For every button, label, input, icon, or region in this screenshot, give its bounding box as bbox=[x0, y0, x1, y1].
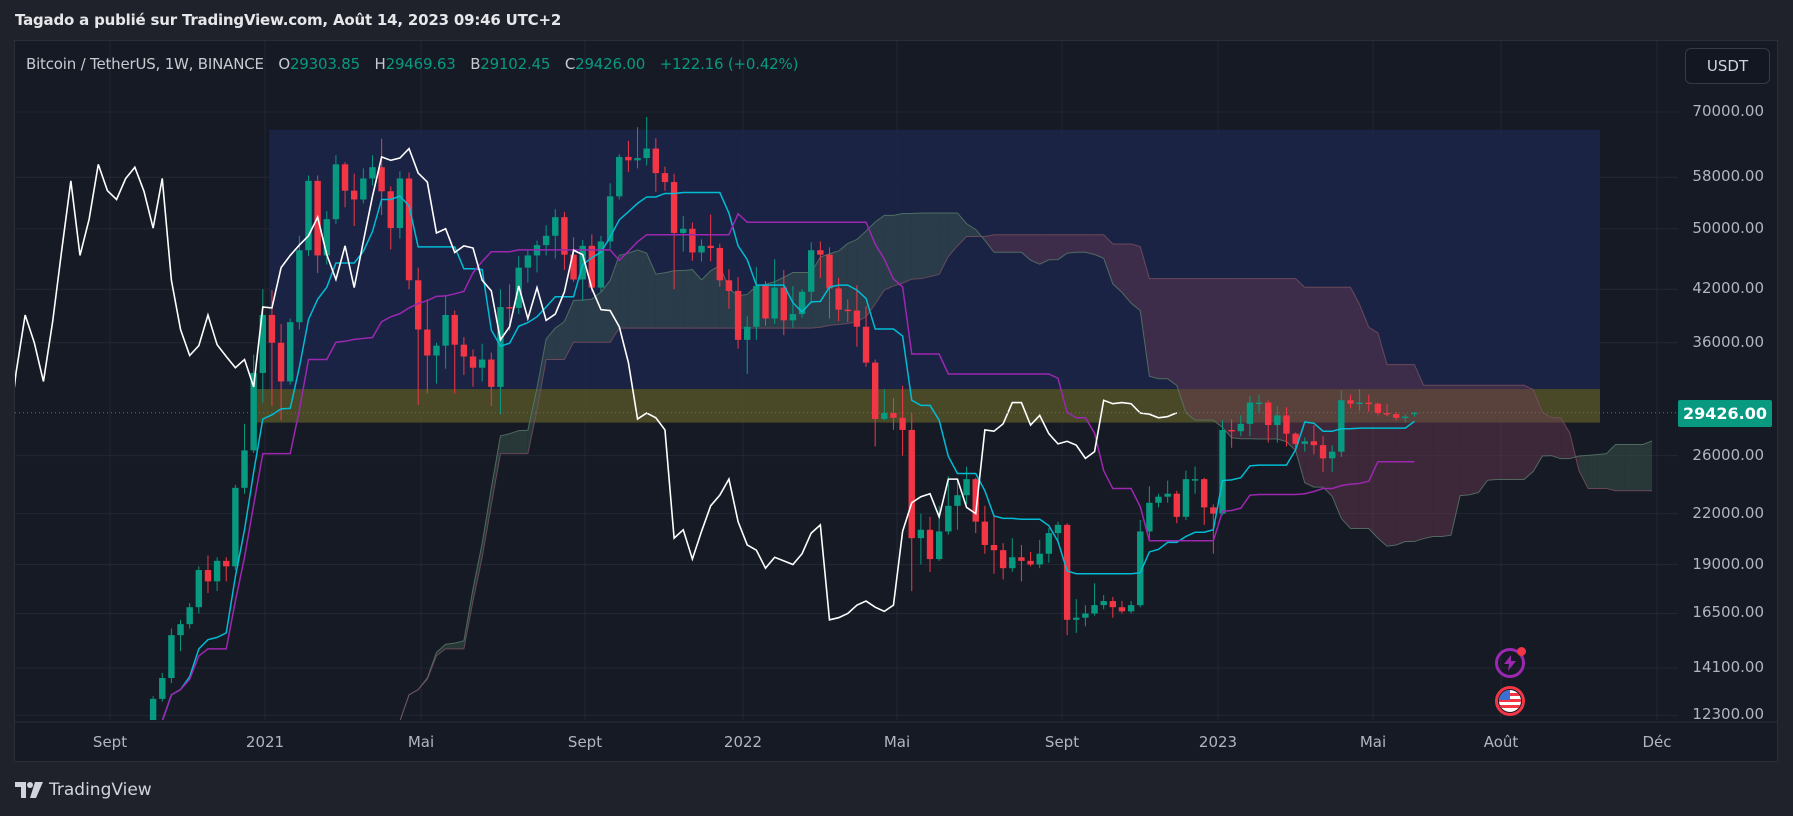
currency-button[interactable]: USDT bbox=[1685, 48, 1770, 84]
time-tick-label: Sept bbox=[567, 733, 603, 751]
price-tick-label: 58000.00 bbox=[1692, 167, 1764, 186]
open-value: 29303.85 bbox=[289, 55, 360, 73]
open-key: O bbox=[278, 55, 290, 73]
price-tick-label: 16500.00 bbox=[1692, 603, 1764, 622]
time-tick-label: Sept bbox=[92, 733, 128, 751]
time-tick-label: Août bbox=[1483, 733, 1519, 751]
close-key: C bbox=[564, 55, 576, 73]
close-value: 29426.00 bbox=[575, 55, 646, 73]
change-value: +122.16 (+0.42%) bbox=[659, 55, 799, 73]
time-tick-label: 2021 bbox=[245, 733, 285, 751]
price-tick-label: 70000.00 bbox=[1692, 102, 1764, 120]
price-tick-label: 22000.00 bbox=[1692, 503, 1764, 522]
lightning-event-icon[interactable] bbox=[1495, 647, 1526, 678]
price-tick-label: 36000.00 bbox=[1692, 332, 1764, 351]
time-tick-label: Mai bbox=[407, 733, 435, 751]
publish-caption: Tagado a publié sur TradingView.com, Aoû… bbox=[15, 11, 562, 29]
tradingview-logo[interactable]: TradingView bbox=[15, 780, 152, 800]
symbol-legend: Bitcoin / TetherUS, 1W, BINANCE O29303.8… bbox=[26, 55, 798, 73]
price-tick-label: 12300.00 bbox=[1692, 705, 1764, 724]
brand-name: TradingView bbox=[49, 780, 152, 800]
last-price-label: 29426.00 bbox=[1678, 400, 1772, 427]
price-tick-label: 42000.00 bbox=[1692, 279, 1764, 298]
low-key: B bbox=[470, 55, 481, 73]
price-tick-label: 26000.00 bbox=[1692, 445, 1764, 464]
price-tick-label: 50000.00 bbox=[1692, 218, 1764, 237]
price-tick-label: 19000.00 bbox=[1692, 554, 1764, 573]
symbol-name[interactable]: Bitcoin / TetherUS, 1W, BINANCE bbox=[26, 55, 264, 73]
time-tick-label: 2023 bbox=[1198, 733, 1238, 751]
time-tick-label: 2022 bbox=[723, 733, 763, 751]
low-value: 29102.45 bbox=[480, 55, 551, 73]
blue-range-zone bbox=[269, 129, 1600, 390]
high-value: 29469.63 bbox=[385, 55, 456, 73]
time-tick-label: Sept bbox=[1044, 733, 1080, 751]
tradingview-logo-icon bbox=[15, 782, 43, 798]
price-tick-label: 14100.00 bbox=[1692, 658, 1764, 676]
high-key: H bbox=[374, 55, 386, 73]
time-tick-label: Mai bbox=[883, 733, 911, 751]
time-tick-label: Déc bbox=[1642, 733, 1672, 751]
time-tick-label: Mai bbox=[1359, 733, 1387, 751]
us-flag-event-icon[interactable] bbox=[1495, 686, 1525, 716]
